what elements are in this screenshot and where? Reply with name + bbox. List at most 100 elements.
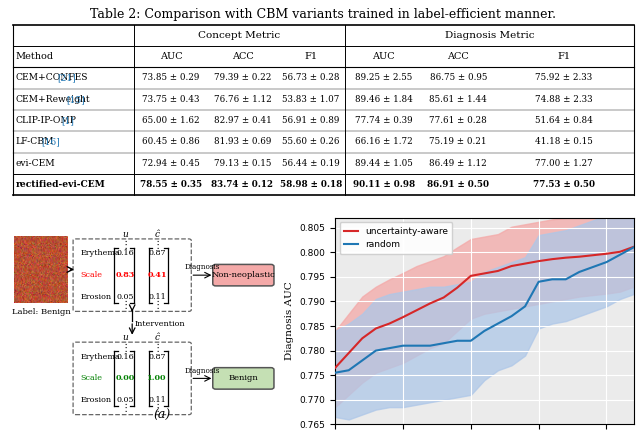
Text: 55.60 ± 0.26: 55.60 ± 0.26 — [282, 137, 340, 146]
Text: 78.55 ± 0.35: 78.55 ± 0.35 — [140, 180, 202, 189]
Text: 89.44 ± 1.05: 89.44 ± 1.05 — [355, 159, 413, 168]
random — [372, 348, 380, 353]
Text: CEM+CONFES: CEM+CONFES — [16, 74, 88, 82]
Text: 56.73 ± 0.28: 56.73 ± 0.28 — [282, 74, 340, 82]
Text: ⋮: ⋮ — [152, 300, 163, 310]
Text: ⋮: ⋮ — [152, 404, 163, 414]
Text: 41.18 ± 0.15: 41.18 ± 0.15 — [535, 137, 593, 146]
Line: random: random — [335, 247, 634, 373]
Text: ⋮: ⋮ — [120, 300, 131, 310]
Text: [1]: [1] — [61, 116, 74, 125]
Text: Diagnosis: Diagnosis — [184, 263, 220, 271]
Text: u: u — [122, 333, 128, 342]
random — [481, 328, 488, 333]
Text: 75.19 ± 0.21: 75.19 ± 0.21 — [429, 137, 487, 146]
Text: 1.00: 1.00 — [147, 375, 167, 382]
uncertainty-aware — [548, 257, 556, 262]
Text: ⋮: ⋮ — [120, 343, 131, 353]
uncertainty-aware — [332, 365, 339, 370]
Text: F1: F1 — [557, 52, 570, 61]
random — [345, 368, 353, 373]
uncertainty-aware — [603, 251, 611, 256]
Text: Non-neoplastic: Non-neoplastic — [211, 271, 275, 279]
Text: 86.49 ± 1.12: 86.49 ± 1.12 — [429, 159, 487, 168]
Text: 66.16 ± 1.72: 66.16 ± 1.72 — [355, 137, 413, 146]
Text: 89.25 ± 2.55: 89.25 ± 2.55 — [355, 74, 412, 82]
uncertainty-aware — [426, 301, 434, 306]
Text: Concept Metric: Concept Metric — [198, 31, 280, 40]
Text: 0.83: 0.83 — [116, 271, 135, 279]
Text: 90.11 ± 0.98: 90.11 ± 0.98 — [353, 180, 415, 189]
random — [467, 338, 475, 343]
Text: 79.13 ± 0.15: 79.13 ± 0.15 — [214, 159, 271, 168]
Text: 0.00: 0.00 — [116, 375, 135, 382]
Text: 79.39 ± 0.22: 79.39 ± 0.22 — [214, 74, 271, 82]
random — [616, 252, 624, 257]
random — [440, 341, 447, 346]
uncertainty-aware — [440, 295, 447, 300]
random — [535, 279, 543, 284]
Text: [16]: [16] — [41, 137, 60, 146]
Text: 0.11: 0.11 — [148, 396, 166, 404]
Text: 83.74 ± 0.12: 83.74 ± 0.12 — [211, 180, 273, 189]
Text: 81.93 ± 0.69: 81.93 ± 0.69 — [214, 137, 271, 146]
Text: 77.74 ± 0.39: 77.74 ± 0.39 — [355, 116, 413, 125]
random — [603, 259, 611, 265]
Text: 0.41: 0.41 — [147, 271, 167, 279]
Text: 75.92 ± 2.33: 75.92 ± 2.33 — [535, 74, 593, 82]
Text: 65.00 ± 1.62: 65.00 ± 1.62 — [142, 116, 200, 125]
uncertainty-aware — [481, 271, 488, 276]
uncertainty-aware — [535, 259, 543, 264]
Text: Table 2: Comparison with CBM variants trained in label-efficient manner.: Table 2: Comparison with CBM variants tr… — [90, 8, 556, 21]
random — [453, 338, 461, 343]
Text: 85.61 ± 1.44: 85.61 ± 1.44 — [429, 95, 487, 104]
uncertainty-aware — [372, 326, 380, 331]
uncertainty-aware — [345, 350, 353, 355]
Text: 86.75 ± 0.95: 86.75 ± 0.95 — [429, 74, 487, 82]
Text: 58.98 ± 0.18: 58.98 ± 0.18 — [280, 180, 342, 189]
Text: 89.46 ± 1.84: 89.46 ± 1.84 — [355, 95, 413, 104]
random — [358, 358, 366, 363]
Legend: uncertainty-aware, random: uncertainty-aware, random — [340, 223, 452, 254]
Text: 0.87: 0.87 — [148, 352, 166, 361]
Text: ⋮: ⋮ — [152, 343, 163, 353]
uncertainty-aware — [453, 285, 461, 290]
Text: CEM+Reweight: CEM+Reweight — [16, 95, 90, 104]
uncertainty-aware — [467, 273, 475, 278]
Text: 73.75 ± 0.43: 73.75 ± 0.43 — [142, 95, 200, 104]
random — [413, 343, 420, 348]
Text: 51.64 ± 0.84: 51.64 ± 0.84 — [535, 116, 593, 125]
Text: 77.00 ± 1.27: 77.00 ± 1.27 — [535, 159, 593, 168]
Text: AUC: AUC — [160, 52, 182, 61]
uncertainty-aware — [399, 314, 407, 320]
Text: 60.45 ± 0.86: 60.45 ± 0.86 — [142, 137, 200, 146]
uncertainty-aware — [385, 321, 393, 326]
Text: 0.05: 0.05 — [116, 396, 134, 404]
Text: Diagnosis: Diagnosis — [184, 367, 220, 375]
random — [332, 370, 339, 375]
Text: evi-CEM: evi-CEM — [16, 159, 56, 168]
Text: 77.53 ± 0.50: 77.53 ± 0.50 — [532, 180, 595, 189]
Text: ACC: ACC — [232, 52, 253, 61]
random — [426, 343, 434, 348]
Text: 56.44 ± 0.19: 56.44 ± 0.19 — [282, 159, 340, 168]
random — [630, 245, 637, 250]
Text: 0.11: 0.11 — [148, 293, 166, 301]
Text: Diagnosis Metric: Diagnosis Metric — [445, 31, 534, 40]
random — [508, 313, 515, 319]
Text: ACC: ACC — [447, 52, 469, 61]
Text: rectified-evi-CEM: rectified-evi-CEM — [16, 180, 106, 189]
uncertainty-aware — [521, 261, 529, 266]
Text: 0.87: 0.87 — [148, 249, 166, 257]
Text: 53.83 ± 1.07: 53.83 ± 1.07 — [282, 95, 339, 104]
Y-axis label: Diagnosis AUC: Diagnosis AUC — [285, 282, 294, 361]
uncertainty-aware — [413, 308, 420, 313]
random — [589, 265, 596, 270]
Text: Scale: Scale — [81, 375, 103, 382]
Text: ⋮: ⋮ — [120, 240, 131, 250]
Text: Erosion: Erosion — [81, 396, 112, 404]
uncertainty-aware — [358, 336, 366, 341]
Text: Method: Method — [16, 52, 54, 61]
Text: [15]: [15] — [66, 95, 84, 104]
uncertainty-aware — [616, 249, 624, 254]
